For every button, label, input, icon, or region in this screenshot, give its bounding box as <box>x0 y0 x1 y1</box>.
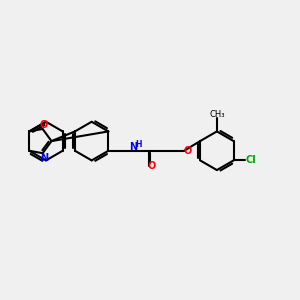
Text: O: O <box>184 146 192 156</box>
Text: O: O <box>39 120 47 130</box>
Text: O: O <box>148 161 156 171</box>
Text: N: N <box>40 153 48 163</box>
Text: Cl: Cl <box>245 155 256 165</box>
Text: CH₃: CH₃ <box>209 110 225 119</box>
Text: N: N <box>130 142 138 152</box>
Text: H: H <box>136 140 142 149</box>
